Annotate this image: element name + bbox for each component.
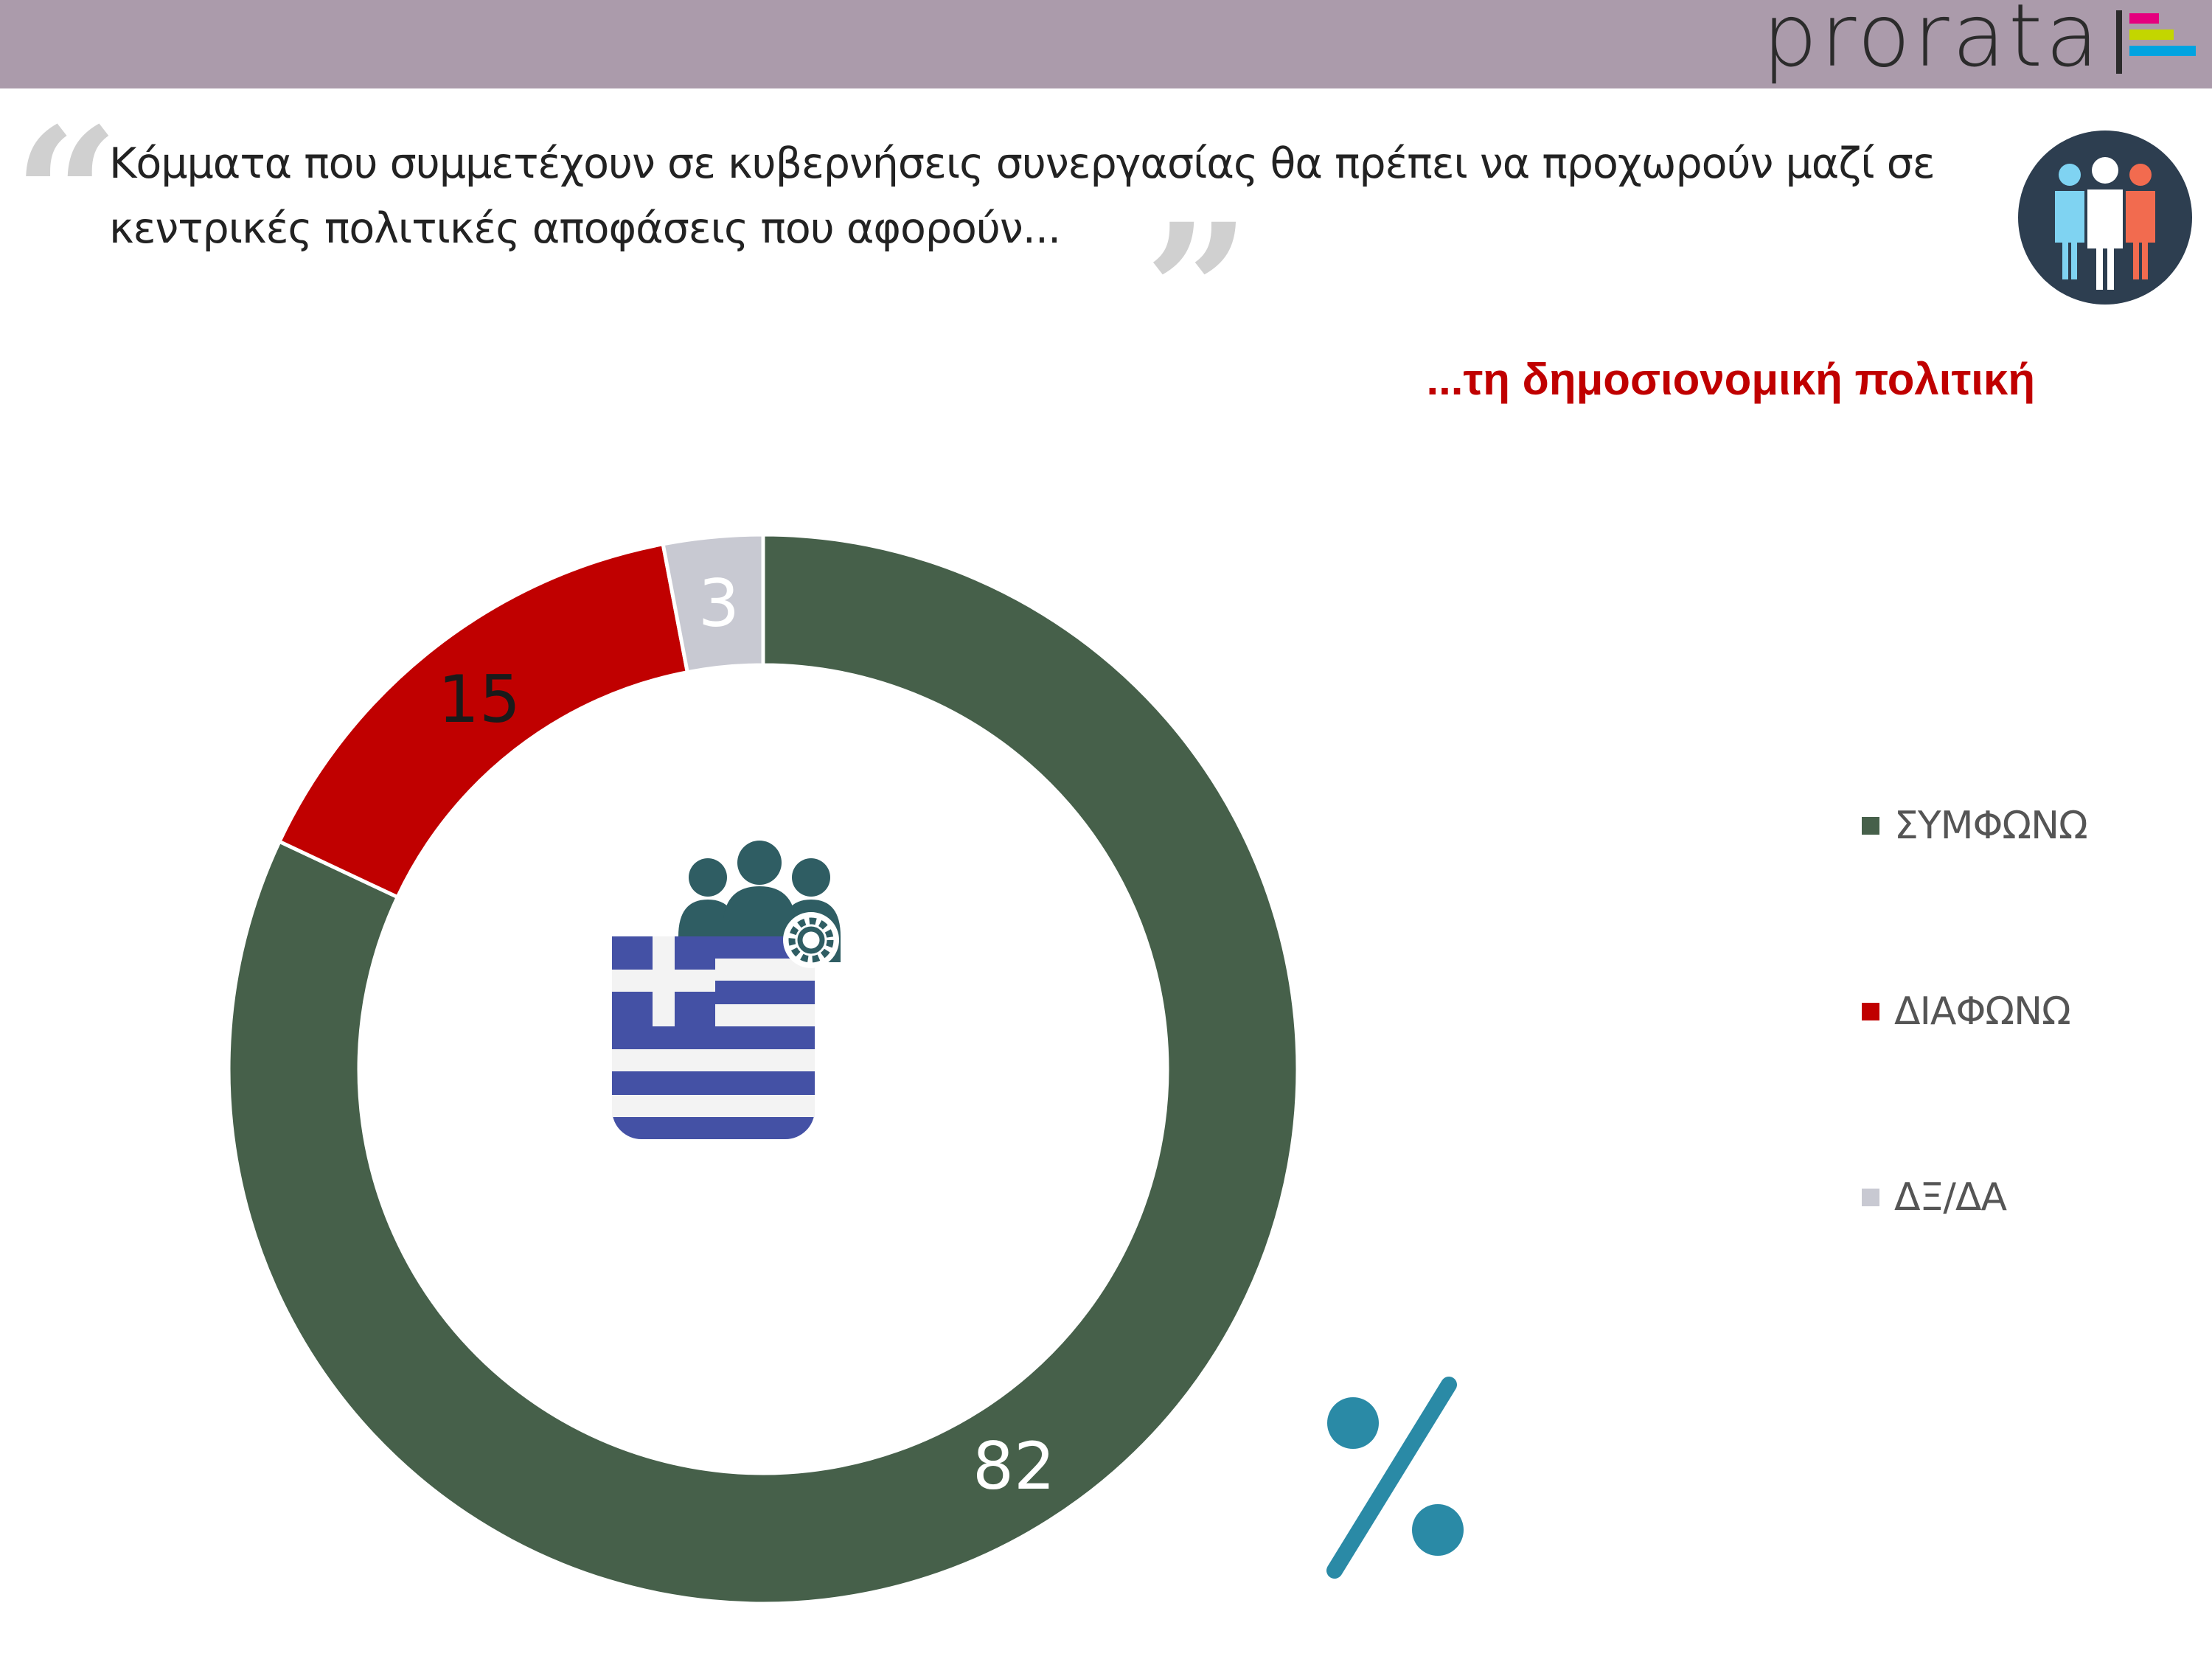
logo-bar-blue (2129, 46, 2196, 56)
legend-label-dont-know: ΔΞ/ΔΑ (1894, 1175, 2007, 1220)
logo-bars-icon (2129, 13, 2196, 74)
data-label-dont-know: 3 (698, 566, 740, 641)
legend-label-agree: ΣΥΜΦΩΝΩ (1894, 804, 2088, 848)
data-label-agree: 82 (973, 1428, 1055, 1504)
header-bar (0, 0, 2212, 88)
legend-item-agree: ΣΥΜΦΩΝΩ (1862, 796, 2088, 855)
greek-flag-with-team-icon (612, 841, 841, 1139)
legend-item-disagree: ΔΙΑΦΩΝΩ (1862, 982, 2071, 1041)
legend-item-dont-know: ΔΞ/ΔΑ (1862, 1168, 2007, 1227)
donut-slice-agree (226, 532, 1300, 1606)
legend-swatch-disagree (1862, 1003, 1879, 1020)
people-group-icon (2018, 131, 2192, 305)
chart-legend: ΣΥΜΦΩΝΩ ΔΙΑΦΩΝΩ ΔΞ/ΔΑ (1862, 796, 2186, 1239)
logo-bar-green (2129, 29, 2174, 40)
logo-separator (2116, 10, 2122, 74)
question-text: Κόμματα που συμμετέχουν σε κυβερνήσεις σ… (109, 139, 1935, 253)
data-label-disagree: 15 (438, 661, 521, 737)
percent-icon (1326, 1377, 1464, 1579)
legend-label-disagree: ΔΙΑΦΩΝΩ (1894, 990, 2071, 1034)
donut-slice-dont-know (661, 532, 765, 675)
prorata-logo-text: prorata (1762, 0, 2102, 86)
legend-swatch-dont-know (1862, 1189, 1879, 1206)
logo-bar-pink (2129, 13, 2159, 24)
legend-swatch-agree (1862, 817, 1879, 835)
chart-subtitle: ...τη δημοσιονομική πολιτική (1426, 355, 2035, 404)
